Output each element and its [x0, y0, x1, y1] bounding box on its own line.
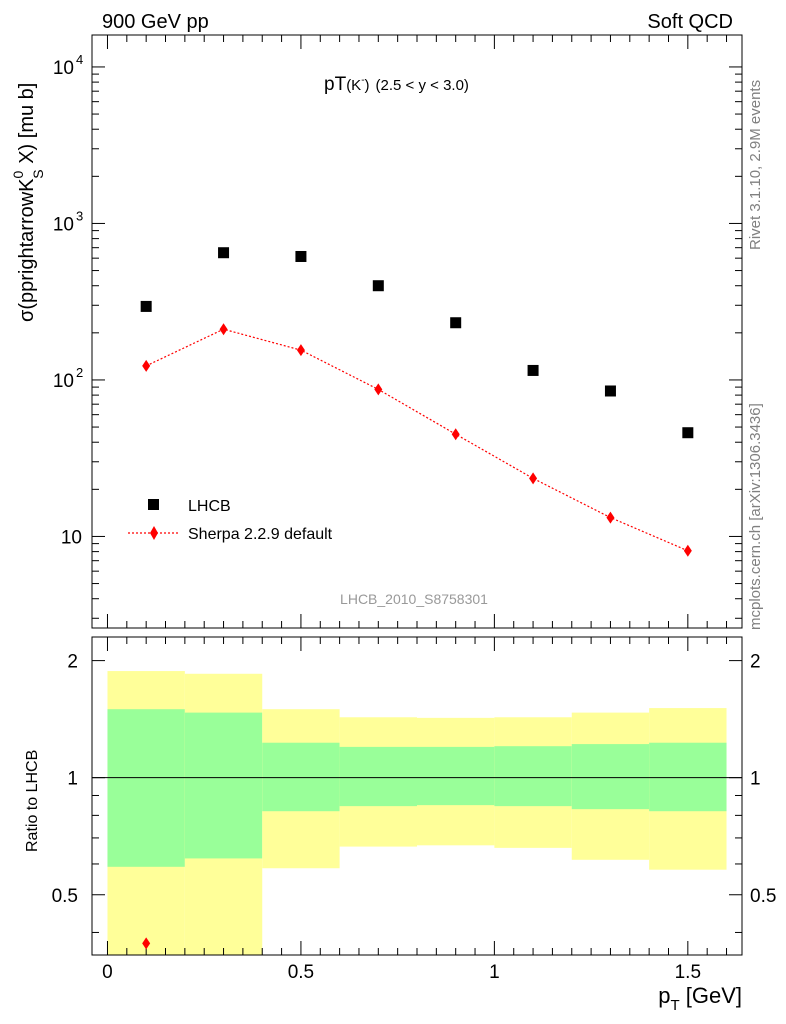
x-axis-label-main: p	[658, 983, 670, 1008]
sherpa-point	[529, 472, 538, 485]
main-y-tick-exponent: 4	[76, 52, 83, 67]
legend: LHCB Sherpa 2.2.9 default	[128, 498, 333, 543]
main-ylabel-sup: 0	[10, 170, 26, 178]
header-right: Soft QCD	[647, 11, 733, 33]
lhcb-point	[527, 364, 539, 376]
x-tick-label: 0	[102, 962, 113, 983]
ratio-y-tick-label-right: 0.5	[750, 886, 776, 907]
chart-title-minus: -	[361, 75, 364, 86]
sherpa-line	[145, 328, 689, 552]
main-y-tick-label: 10	[61, 527, 82, 548]
chart-title-range: (2.5 < y < 3.0)	[376, 77, 469, 94]
lhcb-point	[140, 300, 152, 312]
sherpa-point	[374, 383, 383, 396]
analysis-watermark: LHCB_2010_S8758301	[340, 591, 488, 607]
ratio-chart-marks	[142, 937, 151, 950]
x-tick-label: 0.5	[288, 962, 314, 983]
ratio-band-inner	[107, 709, 185, 867]
chart-title-main: pT	[324, 74, 347, 95]
main-ylabel-sub: S	[30, 169, 46, 178]
ratio-band-inner	[184, 712, 263, 859]
sherpa-point	[296, 344, 305, 357]
legend-marker-lhcb	[148, 499, 159, 510]
main-ylabel-tail: X) [mu b]	[16, 83, 38, 170]
sherpa-point	[219, 323, 228, 336]
lhcb-point	[682, 427, 694, 439]
source-label: mcplots.cern.ch [arXiv:1306.3436]	[747, 403, 764, 630]
main-chart-marks	[140, 247, 694, 557]
chart-title-close: )	[365, 77, 370, 94]
x-tick-label: 1	[489, 962, 500, 983]
ratio-band-inner	[494, 746, 572, 807]
x-tick-label: 1.5	[675, 962, 701, 983]
ratio-band-inner	[571, 744, 650, 810]
ratio-y-tick-labels: 2 2 1 1 0.5 0.5	[52, 652, 777, 907]
x-axis-label-tail: [GeV]	[680, 983, 742, 1008]
main-y-tick-label: 10	[53, 371, 74, 392]
sherpa-point	[683, 544, 692, 557]
lhcb-point	[218, 247, 230, 259]
main-ylabel: σ(pprightarrowK0 S X) [mu b]	[10, 83, 46, 322]
ratio-band-inner	[262, 742, 340, 812]
ratio-y-tick-label-left: 1	[67, 769, 78, 790]
main-y-tick-exponent: 2	[76, 365, 83, 380]
main-ylabel-main: σ(pprightarrowK	[16, 178, 38, 322]
main-y-tick-exponent: 3	[76, 208, 83, 223]
main-y-tick-label: 10	[53, 58, 74, 79]
main-axis-ticks	[92, 35, 742, 628]
ratio-bands	[107, 671, 727, 955]
lhcb-point	[295, 250, 307, 262]
ratio-panel: 2 2 1 1 0.5 0.5 0 0.5 1 1.5 Ratio to LHCB pT [Ge…	[24, 636, 777, 1014]
lhcb-point	[604, 385, 616, 397]
x-axis-label: pT [GeV]	[658, 983, 742, 1014]
ratio-band-inner	[417, 746, 495, 806]
ratio-band-inner	[649, 742, 727, 812]
ratio-y-tick-label-right: 2	[750, 652, 761, 673]
chart-title-particle: (K	[346, 77, 361, 94]
chart-title: pT(K-) (2.5 < y < 3.0)	[324, 74, 469, 95]
sherpa-point	[451, 428, 460, 441]
ratio-band-inner	[339, 746, 417, 807]
x-axis-label-sub: T	[670, 997, 679, 1014]
header-left: 900 GeV pp	[102, 11, 209, 33]
main-y-tick-label: 10	[53, 214, 74, 235]
sherpa-point	[142, 359, 151, 372]
lhcb-point	[450, 317, 462, 329]
sherpa-point	[606, 511, 615, 524]
ratio-axis-ticks	[92, 637, 742, 955]
ratio-y-tick-label-left: 0.5	[52, 886, 78, 907]
rivet-label: Rivet 3.1.10, 2.9M events	[747, 80, 764, 250]
lhcb-point	[372, 280, 384, 292]
ratio-y-tick-label-left: 2	[67, 652, 78, 673]
legend-marker-sherpa	[150, 526, 158, 540]
ratio-x-tick-labels: 0 0.5 1 1.5	[102, 962, 701, 983]
legend-label-sherpa: Sherpa 2.2.9 default	[188, 526, 333, 543]
ratio-ylabel: Ratio to LHCB	[24, 750, 41, 852]
ratio-sherpa-point	[142, 937, 151, 950]
ratio-y-tick-label-right: 1	[750, 769, 761, 790]
legend-label-lhcb: LHCB	[188, 498, 231, 515]
